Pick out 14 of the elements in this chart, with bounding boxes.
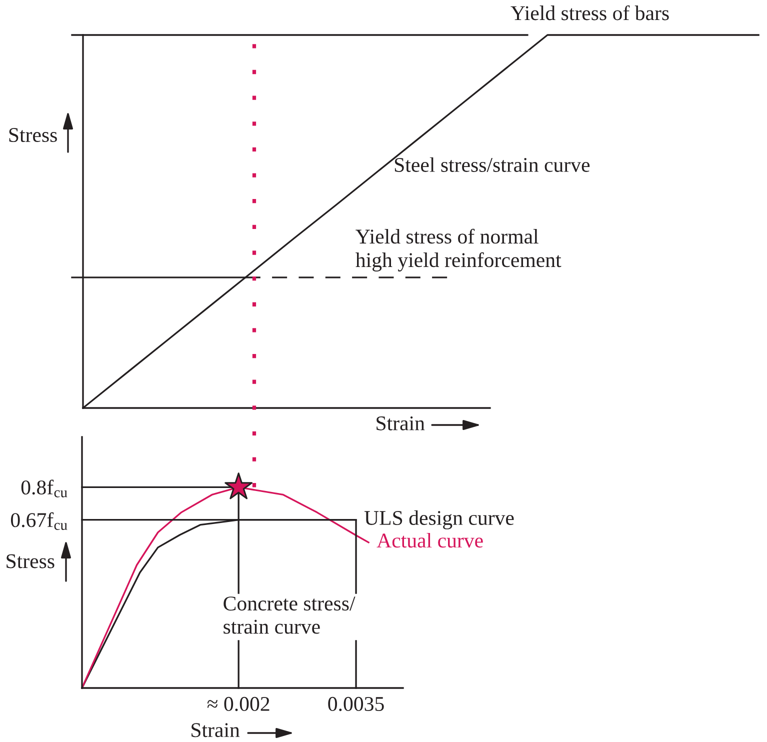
y-tick-label: 0.67f$_{cu}$ [10,512,68,530]
y-axis-title: Stress [6,554,54,568]
x-axis-title: Strain [192,723,240,738]
y-axis-title: Stress [9,128,57,142]
x-axis-title: Strain [376,416,425,430]
x-tick-label: ≈ 0.002 [207,696,270,712]
annotation: Concrete stress/ strain curve [224,596,356,634]
series-label: Steel stress/strain curve [394,157,590,172]
x-tick-label: 0.0035 [328,696,384,712]
series-label: ULS design curve [364,510,514,530]
series-label: Actual curve [376,532,483,548]
ref-line-label: Yield stress of bars [510,5,669,20]
ref-line-label: Yield stress of normal high yield reinforcement [356,228,562,272]
y-tick-label: 0.8f$_{cu}$ [21,480,68,498]
